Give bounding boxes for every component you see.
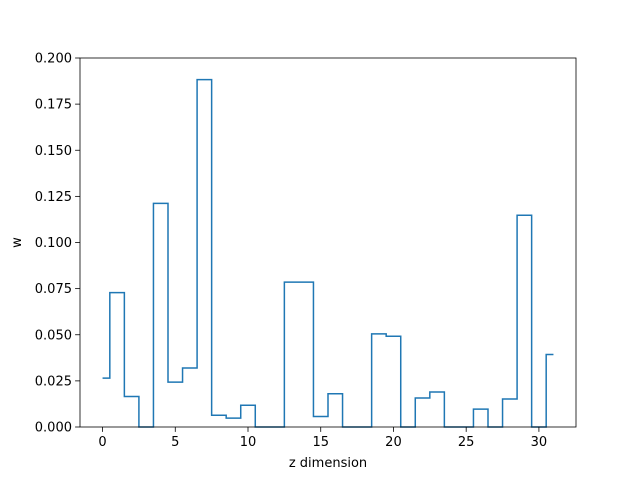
y-tick-label: 0.100	[35, 236, 72, 251]
x-tick-label: 30	[531, 435, 548, 450]
y-axis-label: w	[10, 237, 25, 248]
axes-frame	[79, 57, 577, 428]
x-tick-label: 10	[240, 435, 257, 450]
x-tick-label: 25	[458, 435, 475, 450]
y-tick-label: 0.125	[35, 190, 72, 205]
y-tick-label: 0.150	[35, 144, 72, 159]
x-axis-label: z dimension	[289, 456, 367, 471]
y-tick-label: 0.000	[35, 421, 72, 436]
plot-area	[80, 58, 576, 427]
x-axis-ticks: 0 5 10 15 20 25 30	[98, 427, 547, 450]
y-axis-ticks: 0.000 0.025 0.050 0.075 0.100 0.125 0.150 0.175…	[35, 52, 80, 436]
y-tick-label: 0.050	[35, 328, 72, 343]
y-tick-label: 0.175	[35, 98, 72, 113]
y-tick-label: 0.025	[35, 374, 72, 389]
x-tick-label: 20	[385, 435, 402, 450]
series-step-line	[102, 78, 554, 428]
y-tick-label: 0.200	[35, 52, 72, 67]
x-tick-label: 0	[98, 435, 106, 450]
x-tick-label: 5	[171, 435, 179, 450]
y-tick-label: 0.075	[35, 282, 72, 297]
x-tick-label: 15	[312, 435, 329, 450]
